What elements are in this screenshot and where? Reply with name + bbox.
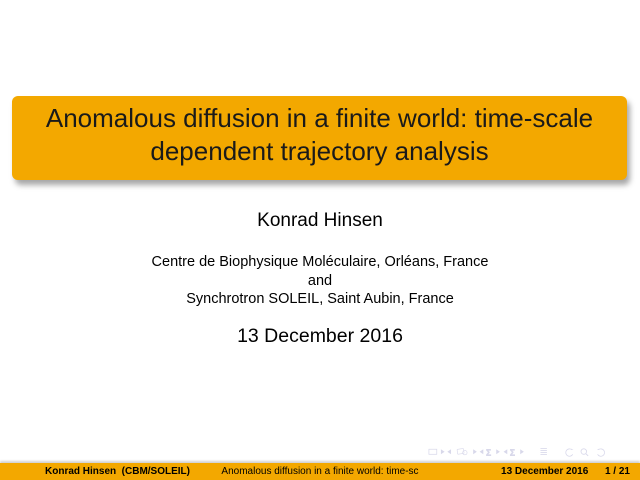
svg-text:Σ: Σ	[486, 448, 491, 457]
svg-text:Σ: Σ	[510, 448, 515, 457]
